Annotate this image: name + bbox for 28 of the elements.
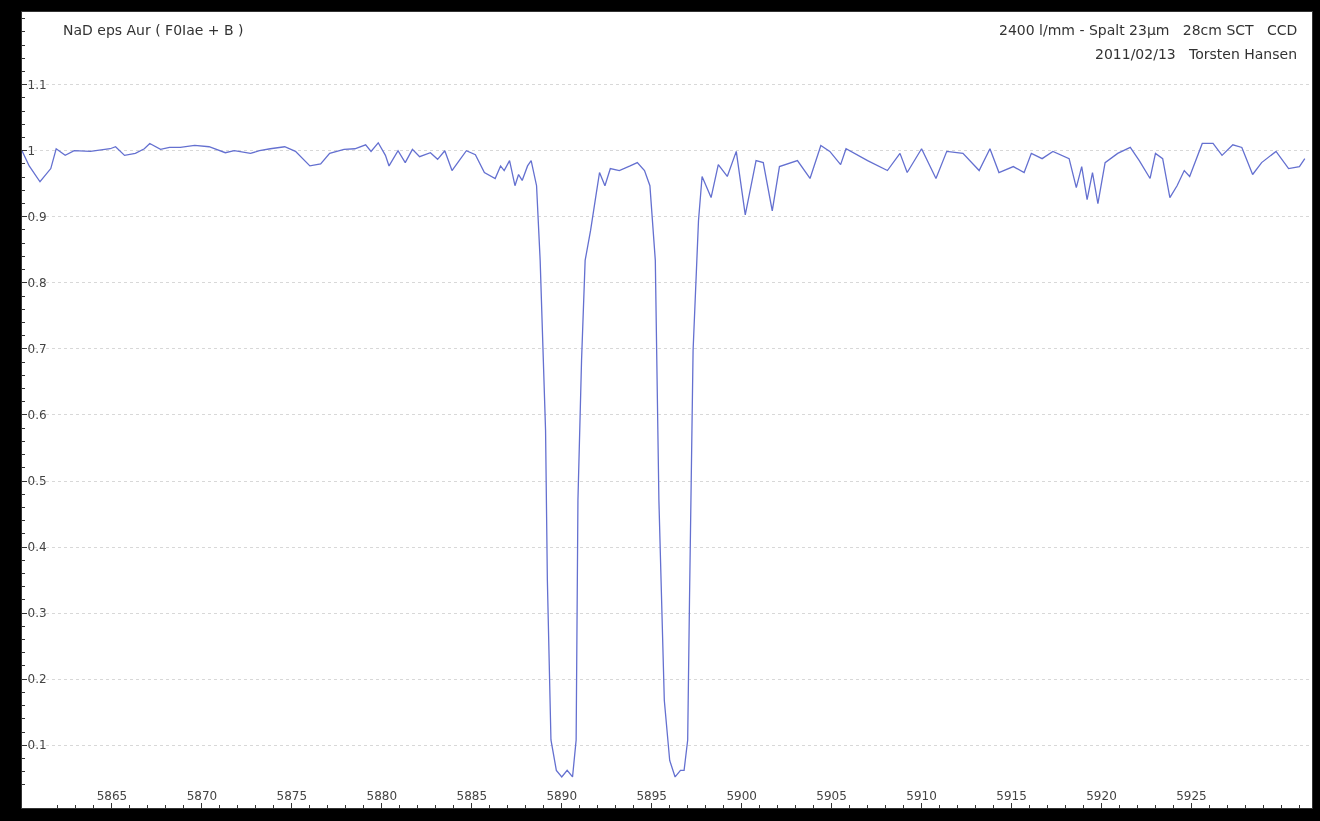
x-tick-label: 5875	[276, 789, 308, 803]
x-tick-label: 5865	[96, 789, 128, 803]
y-tick-label: 0.1	[27, 738, 47, 753]
y-tick-label: 0.8	[27, 276, 47, 291]
x-tick-label: 5885	[456, 789, 488, 803]
x-tick-label: 5870	[186, 789, 218, 803]
y-tick-label: 0.7	[27, 342, 47, 357]
y-tick-label: 1	[27, 143, 36, 158]
x-tick-label: 5920	[1086, 789, 1117, 803]
y-tick-label: 0.4	[27, 540, 47, 555]
y-tick-label: 0.5	[27, 474, 47, 489]
x-tick-label: 5900	[726, 789, 757, 803]
y-tick-label: 0.3	[27, 606, 47, 621]
x-tick-label: 5925	[1176, 789, 1207, 803]
text: NaD eps Aur ( F0Iae + B )	[63, 22, 244, 38]
y-tick-label: 0.2	[27, 672, 47, 687]
x-tick-label: 5915	[996, 789, 1027, 803]
y-tick-label: 0.6	[27, 408, 47, 423]
x-tick-label: 5905	[816, 789, 847, 803]
x-tick-label: 5880	[366, 789, 398, 803]
annotation: 2011/02/13 Torsten Hansen	[1095, 46, 1298, 62]
x-tick-label: 5910	[906, 789, 937, 803]
line-series	[22, 142, 1306, 778]
y-tick-label: 0.9	[27, 209, 47, 224]
y-tick-label: 1.1	[27, 77, 47, 92]
x-tick-label: 5890	[546, 789, 578, 803]
annotation: 2400 l/mm - Spalt 23µm 28cm SCT CCD	[999, 22, 1298, 38]
x-tick-label: 5895	[636, 789, 667, 803]
